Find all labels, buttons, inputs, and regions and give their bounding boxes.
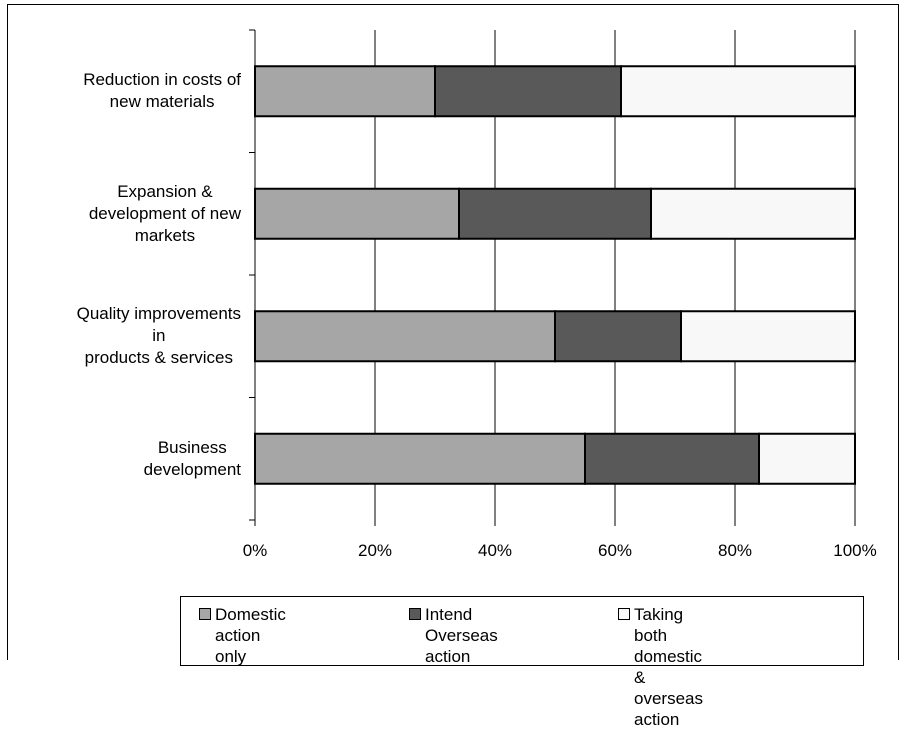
x-tick-label: 100% [833, 541, 877, 560]
bar-segment [434, 65, 622, 118]
stacked-bar-chart [249, 29, 856, 526]
category-label: Expansion & development of new markets [88, 181, 241, 245]
bar-segment [620, 65, 856, 118]
legend-swatch [618, 608, 630, 620]
chart-frame [7, 4, 899, 660]
bar-segment [254, 187, 460, 240]
legend-label: Intend Overseas action [425, 605, 498, 666]
x-tick-label: 0% [242, 541, 268, 560]
bar-segment [554, 310, 682, 363]
legend: Domestic action only Intend Overseas acti… [180, 596, 864, 729]
bar-segment [254, 432, 586, 485]
x-tick-label: 20% [357, 541, 393, 560]
bar-segment [758, 432, 856, 485]
x-tick-label: 80% [717, 541, 753, 560]
bar-segment [650, 187, 856, 240]
category-label: Quality improvements in products & servi… [76, 304, 241, 368]
bar-segment [584, 432, 760, 485]
bar-segment [254, 310, 556, 363]
x-tick-label: 40% [477, 541, 513, 560]
bar-segment [254, 65, 436, 118]
legend-label: Taking both domestic & overseas action [634, 605, 703, 729]
legend-label: Domestic action only [215, 605, 286, 666]
category-label: Business development [143, 437, 241, 479]
legend-swatch [199, 608, 211, 620]
x-tick-label: 60% [597, 541, 633, 560]
legend-swatch [409, 608, 421, 620]
bar-segment [458, 187, 652, 240]
category-label: Reduction in costs of new materials [83, 70, 241, 112]
bar-segment [680, 310, 856, 363]
